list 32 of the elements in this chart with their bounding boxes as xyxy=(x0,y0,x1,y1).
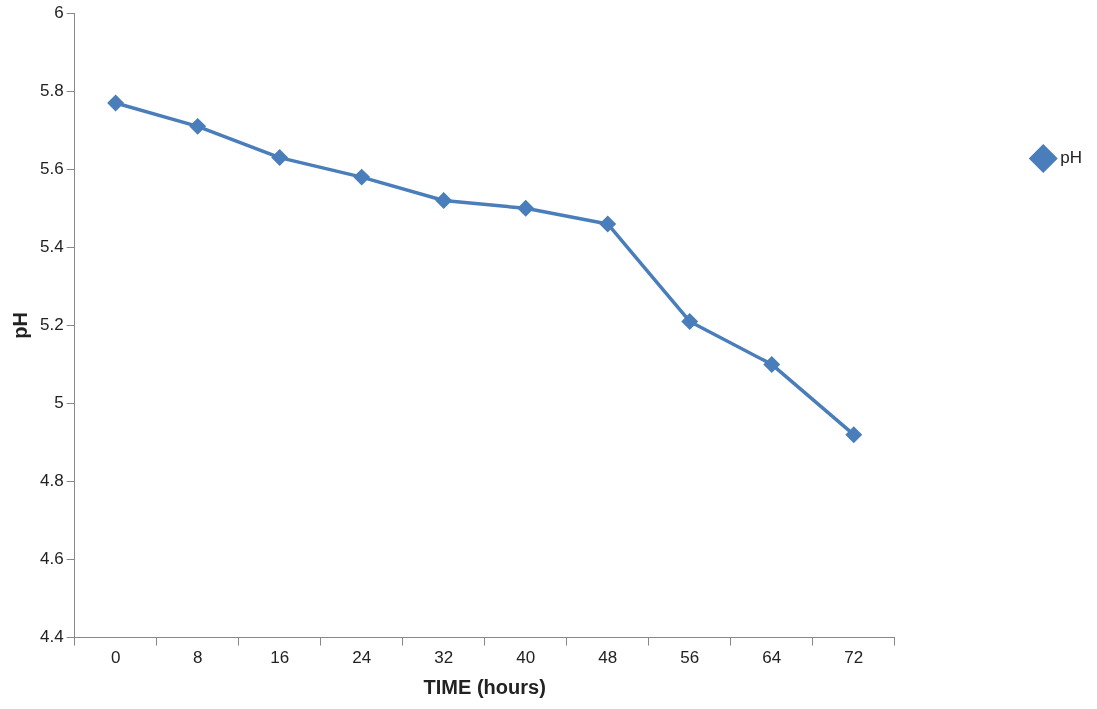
y-tick-label: 5.8 xyxy=(39,80,64,100)
point xyxy=(681,313,698,330)
legend-label: pH xyxy=(1060,148,1082,168)
x-tick-label: 16 xyxy=(270,648,290,668)
x-tick-label: 56 xyxy=(680,648,700,668)
y-axis-title: pH xyxy=(8,312,31,339)
point xyxy=(846,426,862,443)
point xyxy=(107,95,124,111)
point xyxy=(517,200,534,217)
point xyxy=(271,149,288,166)
x-tick-label: 8 xyxy=(192,648,203,668)
x-tick-label: 32 xyxy=(434,648,454,668)
x-tick-label: 40 xyxy=(516,648,536,668)
y-tick-label: 5.2 xyxy=(39,315,64,335)
x-tick-label: 0 xyxy=(110,648,121,668)
point xyxy=(189,118,206,135)
x-axis-title: TIME (hours) xyxy=(423,675,546,698)
x-tick-label: 24 xyxy=(352,648,372,668)
x-tick-label: 72 xyxy=(844,648,864,668)
y-tick-label: 4.6 xyxy=(39,549,64,569)
point xyxy=(435,192,452,209)
y-tick-label: 4.8 xyxy=(39,471,64,491)
x-tick-label: 48 xyxy=(598,648,618,668)
y-tick-label: 4.4 xyxy=(39,627,64,647)
point xyxy=(353,169,370,185)
y-tick-label: 5.6 xyxy=(39,158,64,178)
y-tick-label: 6 xyxy=(54,2,64,22)
x-tick-label: 64 xyxy=(762,648,782,668)
y-tick-label: 5.4 xyxy=(39,237,64,257)
y-tick-label: 5 xyxy=(54,393,64,413)
point xyxy=(764,356,780,373)
point xyxy=(599,216,616,232)
